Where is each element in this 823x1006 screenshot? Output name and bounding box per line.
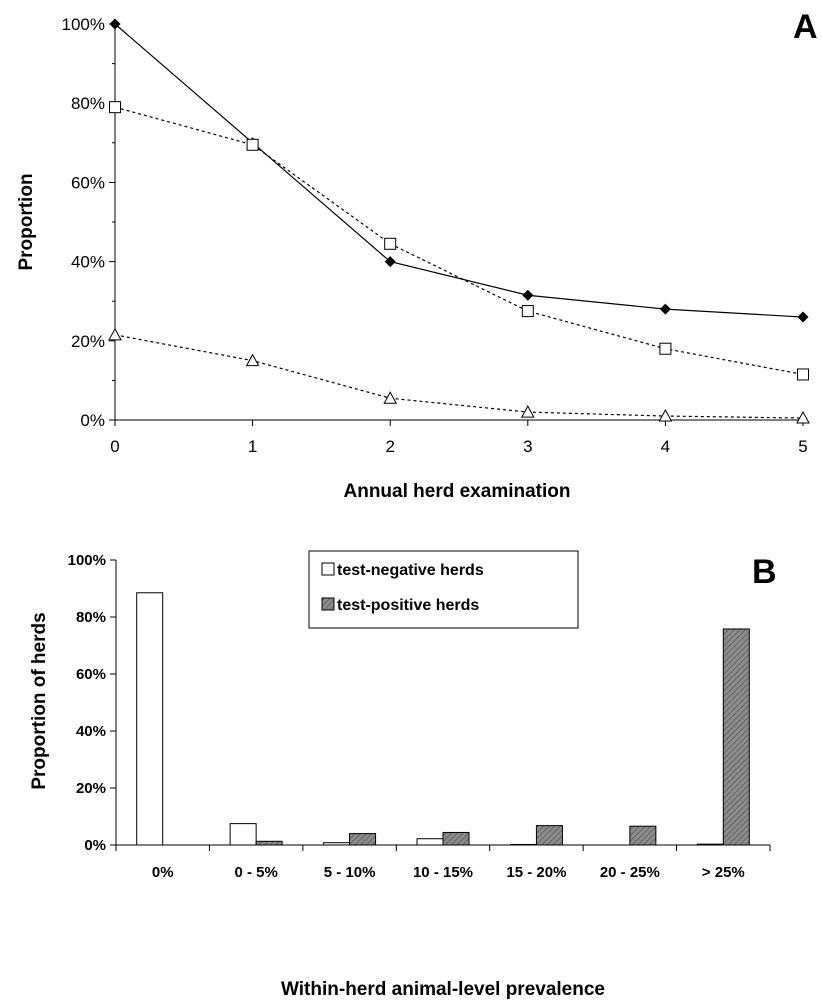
panel-b-x-axis-label: Within-herd animal-level prevalence (281, 979, 605, 1000)
panel-b-y-tick-label: 60% (76, 666, 106, 683)
panel-b-legend: test-negative herds test-positive herds (309, 551, 578, 628)
panel-a-point-square (247, 139, 258, 150)
panel-a-x-tick-label: 5 (798, 437, 807, 456)
panel-b-bar-test-positive (256, 841, 282, 845)
panel-a-series-line-1 (115, 107, 803, 374)
panel-b-y-tick-label: 100% (68, 552, 106, 569)
panel-a-letter: A (793, 8, 818, 46)
panel-b-x-tick-label: > 25% (702, 864, 745, 881)
panel-a-y-tick-label: 20% (71, 332, 105, 351)
panel-b-bar-test-positive (443, 832, 469, 845)
panel-a-series-line-2 (115, 335, 803, 418)
panel-a-point-square (522, 306, 533, 317)
legend-label-test-negative: test-negative herds (337, 562, 484, 579)
panel-a-point-triangle (109, 329, 121, 340)
panel-b-bar-chart: B 0% 20% 40% 60% 80% 100% 0% 0 - 5% 5 - 10% 10 -… (29, 551, 777, 1000)
panel-b-x-tick-label: 5 - 10% (324, 864, 376, 881)
panel-b-bar-test-negative (137, 593, 163, 845)
panel-a-y-axis-label: Proportion (16, 173, 37, 270)
panel-a-y-tick-label: 0% (80, 411, 105, 430)
panel-a-y-tick-label: 40% (71, 253, 105, 272)
panel-a-point-square (798, 369, 809, 380)
legend-swatch-test-negative (322, 563, 334, 575)
panel-b-bar-test-negative (230, 824, 256, 845)
panel-a-x-tick-label: 2 (385, 437, 394, 456)
panel-a-y-tick-label: 100% (62, 15, 105, 34)
panel-b-x-tick-label: 15 - 20% (506, 864, 566, 881)
panel-a-line-chart: A 0% 20% 40% 60% 80% 100% 0 1 2 3 4 5 Annual herd … (16, 8, 818, 502)
panel-a-point-diamond (660, 304, 671, 315)
panel-b-y-tick-label: 0% (84, 837, 106, 854)
panel-b-letter: B (752, 553, 777, 591)
panel-b-y-tick-label: 40% (76, 723, 106, 740)
panel-a-x-tick-label: 4 (661, 437, 670, 456)
panel-a-x-axis-label: Annual herd examination (344, 481, 571, 502)
panel-a-point-diamond (798, 312, 809, 323)
panel-b-bar-test-positive (723, 629, 749, 845)
panel-a-x-tick-label: 3 (523, 437, 532, 456)
panel-a-x-tick-label: 1 (248, 437, 257, 456)
legend-label-test-positive: test-positive herds (337, 597, 479, 614)
panel-b-y-axis-label: Proportion of herds (29, 612, 50, 789)
panel-a-point-square (660, 343, 671, 354)
legend-swatch-test-positive (322, 598, 334, 610)
panel-b-x-tick-label: 20 - 25% (600, 864, 660, 881)
panel-a-series-line-0 (115, 24, 803, 317)
panel-b-x-tick-label: 0 - 5% (234, 864, 277, 881)
panel-a-point-triangle (384, 392, 396, 403)
panel-a-point-triangle (247, 355, 259, 366)
panel-b-y-tick-label: 80% (76, 609, 106, 626)
panel-a-x-tick-label: 0 (110, 437, 119, 456)
panel-b-x-tick-label: 0% (152, 864, 174, 881)
panel-b-x-tick-label: 10 - 15% (413, 864, 473, 881)
panel-a-point-square (385, 238, 396, 249)
panel-b-bar-test-positive (350, 834, 376, 845)
panel-a-y-tick-label: 80% (71, 94, 105, 113)
panel-b-bar-test-positive (536, 826, 562, 845)
panel-b-bar-test-positive (630, 826, 656, 845)
panel-a-point-square (110, 102, 121, 113)
panel-a-point-diamond (522, 290, 533, 301)
panel-b-bar-test-negative (417, 839, 443, 845)
panel-b-y-tick-label: 20% (76, 780, 106, 797)
panel-a-y-tick-label: 60% (71, 173, 105, 192)
